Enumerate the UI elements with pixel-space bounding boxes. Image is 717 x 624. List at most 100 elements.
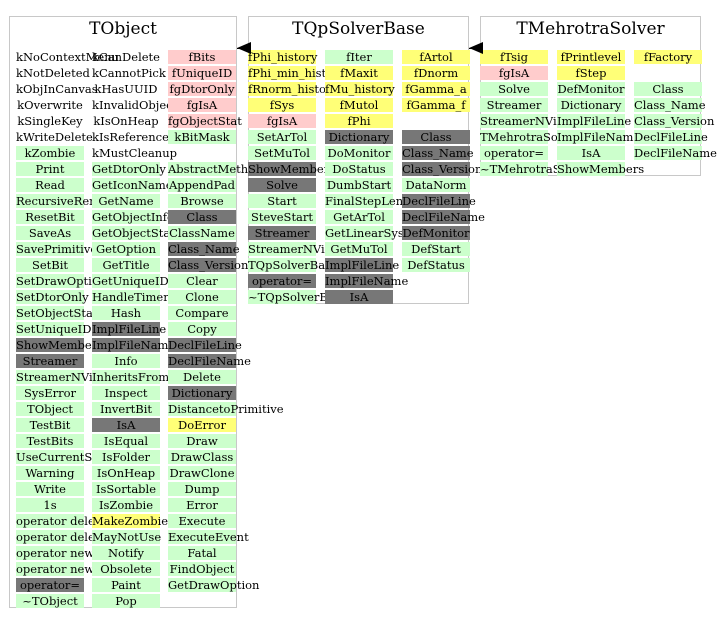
member-tobject-0-1[interactable]: kNotDeleted bbox=[16, 66, 90, 80]
member-tqpsolverbase-1-7[interactable]: DoStatus bbox=[325, 162, 393, 176]
member-tobject-0-13[interactable]: SetBit bbox=[16, 258, 84, 272]
member-tobject-0-32[interactable]: operator new[] bbox=[16, 562, 104, 576]
member-tobject-1-14[interactable]: GetUniqueID bbox=[92, 274, 169, 288]
member-tobject-2-11[interactable]: ClassName bbox=[168, 226, 236, 240]
member-tobject-1-15[interactable]: HandleTimer bbox=[92, 290, 169, 304]
member-tobject-0-5[interactable]: kWriteDelete bbox=[16, 130, 93, 144]
member-tobject-0-29[interactable]: operator delete bbox=[16, 514, 107, 528]
member-tmehrotrasolver-1-4[interactable]: ImplFileLine bbox=[557, 114, 632, 128]
member-tobject-1-11[interactable]: GetObjectStat bbox=[92, 226, 175, 240]
member-tobject-1-21[interactable]: Inspect bbox=[92, 386, 160, 400]
member-tobject-2-16[interactable]: Compare bbox=[168, 306, 236, 320]
member-tobject-1-19[interactable]: Info bbox=[92, 354, 160, 368]
member-tobject-1-8[interactable]: GetIconName bbox=[92, 178, 173, 192]
member-tobject-0-4[interactable]: kSingleKey bbox=[17, 114, 83, 128]
member-tobject-0-9[interactable]: RecursiveRemove bbox=[16, 194, 121, 208]
member-tobject-1-13[interactable]: GetTitle bbox=[92, 258, 160, 272]
member-tobject-0-26[interactable]: Warning bbox=[16, 466, 84, 480]
member-tqpsolverbase-1-8[interactable]: DumbStart bbox=[325, 178, 393, 192]
member-tqpsolverbase-1-1[interactable]: fMaxit bbox=[325, 66, 393, 80]
member-tqpsolverbase-2-2[interactable]: fGamma_a bbox=[402, 82, 470, 96]
member-tobject-1-3[interactable]: kInvalidObject bbox=[92, 98, 178, 112]
member-tobject-0-10[interactable]: ResetBit bbox=[16, 210, 84, 224]
member-tqpsolverbase-1-12[interactable]: GetMuTol bbox=[325, 242, 393, 256]
member-tqpsolverbase-1-11[interactable]: GetLinearSystem bbox=[325, 226, 427, 240]
member-tqpsolverbase-0-5[interactable]: SetArTol bbox=[248, 130, 316, 144]
member-tobject-2-24[interactable]: Draw bbox=[168, 434, 236, 448]
member-tobject-2-20[interactable]: Delete bbox=[168, 370, 236, 384]
member-tobject-0-0[interactable]: kNoContextMenu bbox=[16, 50, 120, 64]
member-tqpsolverbase-2-1[interactable]: fDnorm bbox=[402, 66, 470, 80]
member-tobject-1-28[interactable]: IsZombie bbox=[92, 498, 160, 512]
member-tobject-2-9[interactable]: Browse bbox=[168, 194, 236, 208]
member-tmehrotrasolver-2-4[interactable]: Class_Version bbox=[634, 114, 715, 128]
member-tqpsolverbase-0-8[interactable]: Solve bbox=[248, 178, 316, 192]
member-tmehrotrasolver-1-6[interactable]: IsA bbox=[557, 146, 625, 160]
member-tobject-1-9[interactable]: GetName bbox=[92, 194, 160, 208]
member-tobject-0-3[interactable]: kOverwrite bbox=[17, 98, 83, 112]
member-tqpsolverbase-0-12[interactable]: StreamerNVirtual bbox=[248, 242, 353, 256]
member-tqpsolverbase-0-4[interactable]: fgIsA bbox=[248, 114, 316, 128]
member-tobject-0-6[interactable]: kZombie bbox=[16, 146, 84, 160]
member-tobject-2-26[interactable]: DrawClone bbox=[168, 466, 236, 480]
member-tobject-0-28[interactable]: 1s bbox=[16, 498, 84, 512]
member-tobject-0-8[interactable]: Read bbox=[16, 178, 84, 192]
member-tobject-0-31[interactable]: operator new bbox=[16, 546, 95, 560]
member-tobject-1-17[interactable]: ImplFileLine bbox=[92, 322, 167, 336]
member-tobject-1-25[interactable]: IsFolder bbox=[92, 450, 160, 464]
member-tobject-0-11[interactable]: SaveAs bbox=[16, 226, 84, 240]
member-tqpsolverbase-0-14[interactable]: operator= bbox=[248, 274, 316, 288]
member-tobject-1-23[interactable]: IsA bbox=[92, 418, 160, 432]
member-tobject-1-1[interactable]: kCannotPick bbox=[92, 66, 166, 80]
member-tobject-1-2[interactable]: kHasUUID bbox=[94, 82, 158, 96]
member-tobject-2-31[interactable]: Fatal bbox=[168, 546, 236, 560]
member-tobject-0-24[interactable]: TestBits bbox=[16, 434, 84, 448]
member-tobject-0-15[interactable]: SetDtorOnly bbox=[16, 290, 89, 304]
member-tobject-1-29[interactable]: MakeZombie bbox=[92, 514, 169, 528]
member-tobject-0-19[interactable]: Streamer bbox=[16, 354, 84, 368]
member-tqpsolverbase-2-11[interactable]: DefMonitor bbox=[402, 226, 470, 240]
member-tqpsolverbase-0-0[interactable]: fPhi_history bbox=[248, 50, 318, 64]
member-tobject-1-7[interactable]: GetDtorOnly bbox=[92, 162, 166, 176]
member-tqpsolverbase-0-1[interactable]: fPhi_min_history bbox=[248, 66, 346, 80]
member-tobject-1-6[interactable]: kMustCleanup bbox=[92, 146, 177, 160]
member-tmehrotrasolver-2-0[interactable]: fFactory bbox=[634, 50, 702, 64]
member-tqpsolverbase-0-15[interactable]: ~TQpSolverBase bbox=[248, 290, 348, 304]
member-tmehrotrasolver-2-2[interactable]: Class bbox=[634, 82, 702, 96]
member-tqpsolverbase-2-8[interactable]: DataNorm bbox=[402, 178, 470, 192]
member-tobject-2-23[interactable]: DoError bbox=[168, 418, 236, 432]
member-tobject-0-7[interactable]: Print bbox=[16, 162, 84, 176]
member-tmehrotrasolver-1-3[interactable]: Dictionary bbox=[557, 98, 625, 112]
member-tqpsolverbase-0-7[interactable]: ShowMembers bbox=[248, 162, 336, 176]
member-tobject-1-16[interactable]: Hash bbox=[92, 306, 160, 320]
member-tobject-2-5[interactable]: kBitMask bbox=[168, 130, 236, 144]
member-tmehrotrasolver-0-5[interactable]: TMehrotraSolver bbox=[480, 130, 581, 144]
member-tobject-2-29[interactable]: Execute bbox=[168, 514, 236, 528]
member-tqpsolverbase-2-7[interactable]: Class_Version bbox=[402, 162, 483, 176]
member-tobject-1-34[interactable]: Pop bbox=[92, 594, 160, 608]
class-title-tqpsolverbase[interactable]: TQpSolverBase bbox=[292, 19, 425, 39]
member-tobject-2-0[interactable]: fBits bbox=[168, 50, 236, 64]
member-tobject-0-20[interactable]: StreamerNVirtual bbox=[16, 370, 121, 384]
member-tqpsolverbase-1-15[interactable]: IsA bbox=[325, 290, 393, 304]
member-tobject-2-15[interactable]: Clone bbox=[168, 290, 236, 304]
member-tmehrotrasolver-1-1[interactable]: fStep bbox=[557, 66, 625, 80]
member-tqpsolverbase-1-14[interactable]: ImplFileName bbox=[325, 274, 409, 288]
member-tobject-0-33[interactable]: operator= bbox=[16, 578, 84, 592]
member-tqpsolverbase-0-2[interactable]: fRnorm_history bbox=[248, 82, 338, 96]
member-tobject-2-33[interactable]: GetDrawOption bbox=[168, 578, 260, 592]
member-tqpsolverbase-1-2[interactable]: fMu_history bbox=[325, 82, 395, 96]
member-tqpsolverbase-1-6[interactable]: DoMonitor bbox=[325, 146, 393, 160]
member-tobject-0-2[interactable]: kObjInCanvas bbox=[16, 82, 98, 96]
member-tmehrotrasolver-2-3[interactable]: Class_Name bbox=[634, 98, 706, 112]
member-tobject-2-12[interactable]: Class_Name bbox=[168, 242, 240, 256]
member-tmehrotrasolver-0-7[interactable]: ~TMehrotraSolver bbox=[480, 162, 590, 176]
member-tqpsolverbase-2-12[interactable]: DefStart bbox=[402, 242, 470, 256]
member-tobject-1-33[interactable]: Paint bbox=[92, 578, 160, 592]
member-tobject-2-32[interactable]: FindObject bbox=[168, 562, 236, 576]
member-tqpsolverbase-1-5[interactable]: Dictionary bbox=[325, 130, 393, 144]
member-tobject-2-1[interactable]: fUniqueID bbox=[168, 66, 236, 80]
member-tmehrotrasolver-1-0[interactable]: fPrintlevel bbox=[557, 50, 625, 64]
member-tobject-2-27[interactable]: Dump bbox=[168, 482, 236, 496]
member-tobject-0-14[interactable]: SetDrawOption bbox=[16, 274, 107, 288]
